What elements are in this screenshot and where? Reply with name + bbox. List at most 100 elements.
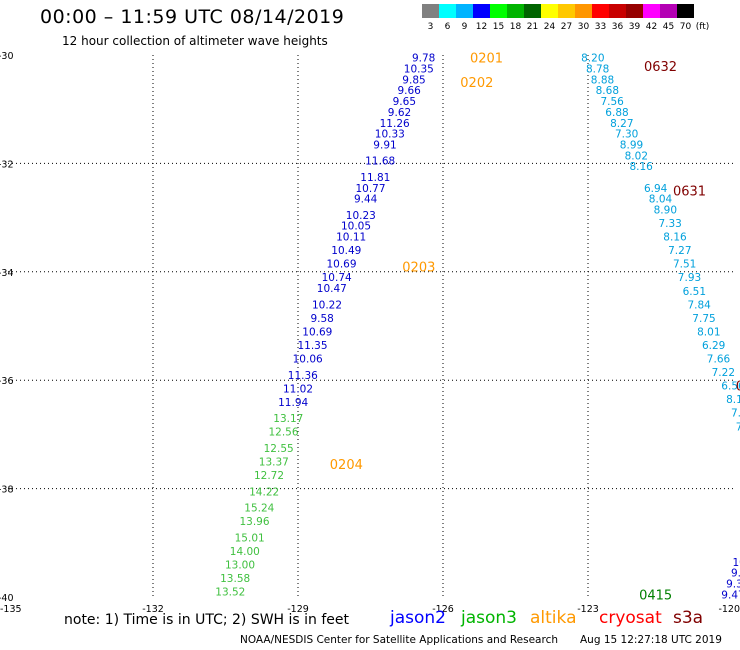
legend-label: 18	[509, 22, 522, 32]
legend-swatch	[524, 4, 541, 18]
wave-height-point: 9.62	[388, 107, 411, 119]
wave-height-point: 8.16	[629, 161, 653, 173]
legend-label: 45	[662, 22, 675, 32]
legend-label: 42	[645, 22, 658, 32]
wave-height-point: 10.77	[355, 183, 385, 195]
pass-label: 0632	[644, 60, 677, 75]
wave-height-point: 9.82	[731, 568, 740, 580]
legend-swatch	[660, 4, 677, 18]
wave-height-point: 7.33	[658, 218, 681, 230]
wave-height-point: 10.05	[341, 221, 371, 233]
y-tick-label: -38	[0, 485, 14, 496]
pass-label: 0204	[330, 458, 363, 473]
wave-height-point: 6.94	[644, 183, 668, 195]
legend-label: 3	[427, 22, 434, 32]
wave-height-point: 13.17	[273, 413, 303, 425]
y-tick-label: -40	[0, 593, 14, 604]
legend-jason3: jason3	[461, 608, 517, 628]
wave-height-point: 9.91	[373, 139, 396, 151]
wave-height-point: 14.22	[249, 486, 279, 498]
legend-swatch	[473, 4, 490, 18]
wave-height-point: 9.37	[726, 578, 740, 590]
credit-line: NOAA/NESDIS Center for Satellite Applica…	[240, 634, 558, 646]
y-tick-label: -36	[0, 376, 14, 387]
legend-label: 15	[492, 22, 505, 32]
wave-height-point: 9.85	[402, 74, 425, 86]
wave-height-point: 8.16	[663, 232, 687, 244]
chart-subtitle: 12 hour collection of altimeter wave hei…	[62, 34, 328, 48]
wave-height-point: 12.56	[268, 427, 298, 439]
legend-swatch	[456, 4, 473, 18]
generation-timestamp: Aug 15 12:27:18 UTC 2019	[580, 634, 722, 646]
wave-height-point: 11.94	[278, 397, 308, 409]
wave-height-point: 10.33	[375, 129, 405, 141]
wave-height-point: 7.78	[736, 421, 740, 433]
legend-label: 33	[594, 22, 607, 32]
wave-height-point: 8.01	[697, 326, 720, 338]
pass-label: 0201	[470, 52, 503, 67]
x-tick-label: -123	[577, 604, 599, 615]
wave-height-point: 11.35	[297, 340, 327, 352]
x-tick-label: -120	[718, 604, 740, 615]
wave-height-point: 9.78	[412, 53, 435, 65]
legend-swatch	[626, 4, 643, 18]
wave-height-point: 8.99	[620, 139, 643, 151]
wave-height-point: 10.74	[322, 272, 352, 284]
wave-height-point: 8.20	[581, 53, 604, 65]
wave-height-point: 9.58	[310, 313, 333, 325]
wave-height-point: 15.01	[235, 532, 265, 544]
x-tick-label: -129	[287, 604, 309, 615]
wave-height-point: 7.56	[600, 96, 624, 108]
wave-height-point: 15.24	[244, 503, 274, 515]
wave-height-point: 9.65	[393, 96, 416, 108]
wave-height-point: 8.27	[610, 118, 633, 130]
legend-label: 30	[577, 22, 590, 32]
wave-height-point: 10.35	[404, 64, 434, 76]
wave-height-point: 11.81	[360, 172, 390, 184]
legend-altika: altika	[530, 608, 577, 628]
legend-swatch	[592, 4, 609, 18]
legend-swatch	[643, 4, 660, 18]
wave-height-point: 8.90	[654, 204, 677, 216]
wave-height-point: 9.66	[397, 85, 421, 97]
legend-swatch	[422, 4, 439, 18]
pass-label: 0631	[673, 185, 706, 200]
legend-label: 6	[444, 22, 451, 32]
wave-height-point: 12.72	[254, 470, 284, 482]
wave-height-point: 9.44	[354, 194, 378, 206]
wave-height-point: 8.68	[596, 85, 619, 97]
pass-label: 0202	[460, 76, 493, 91]
wave-height-point: 11.36	[288, 370, 318, 382]
wave-height-point: 10.22	[312, 299, 342, 311]
wave-height-point: 10.49	[331, 245, 361, 257]
legend-swatch	[609, 4, 626, 18]
wave-height-point: 7.93	[678, 272, 701, 284]
wave-height-point: 10.69	[326, 259, 356, 271]
legend-label: 24	[543, 22, 556, 32]
wave-height-point: 6.51	[683, 286, 706, 298]
chart-title: 00:00 – 11:59 UTC 08/14/2019	[40, 6, 345, 28]
legend-label: 9	[461, 22, 468, 32]
legend-label: 70	[679, 22, 692, 32]
legend-label: 21	[526, 22, 539, 32]
wave-height-point: 10.51	[732, 557, 740, 569]
y-tick-label: -30	[0, 51, 14, 62]
legend-label: 12	[475, 22, 488, 32]
legend-cryosat: cryosat	[599, 608, 662, 628]
wave-height-point: 13.00	[225, 559, 255, 571]
pass-label: 0415	[639, 588, 672, 603]
units-note: note: 1) Time is in UTC; 2) SWH is in fe…	[64, 612, 350, 628]
wave-height-point: 7.84	[687, 299, 711, 311]
legend-swatch	[677, 4, 694, 18]
legend-s3a: s3a	[673, 608, 704, 628]
legend-label: 36	[611, 22, 624, 32]
wave-height-point: 9.47	[721, 589, 740, 601]
x-tick-label: -132	[142, 604, 164, 615]
wave-height-point: 7.63	[731, 408, 740, 420]
x-tick-label: -126	[432, 604, 454, 615]
wave-height-point: 6.29	[702, 340, 725, 352]
wave-height-point: 12.55	[264, 443, 294, 455]
legend-label: (ft)	[695, 22, 710, 32]
wave-height-point: 7.75	[692, 313, 715, 325]
